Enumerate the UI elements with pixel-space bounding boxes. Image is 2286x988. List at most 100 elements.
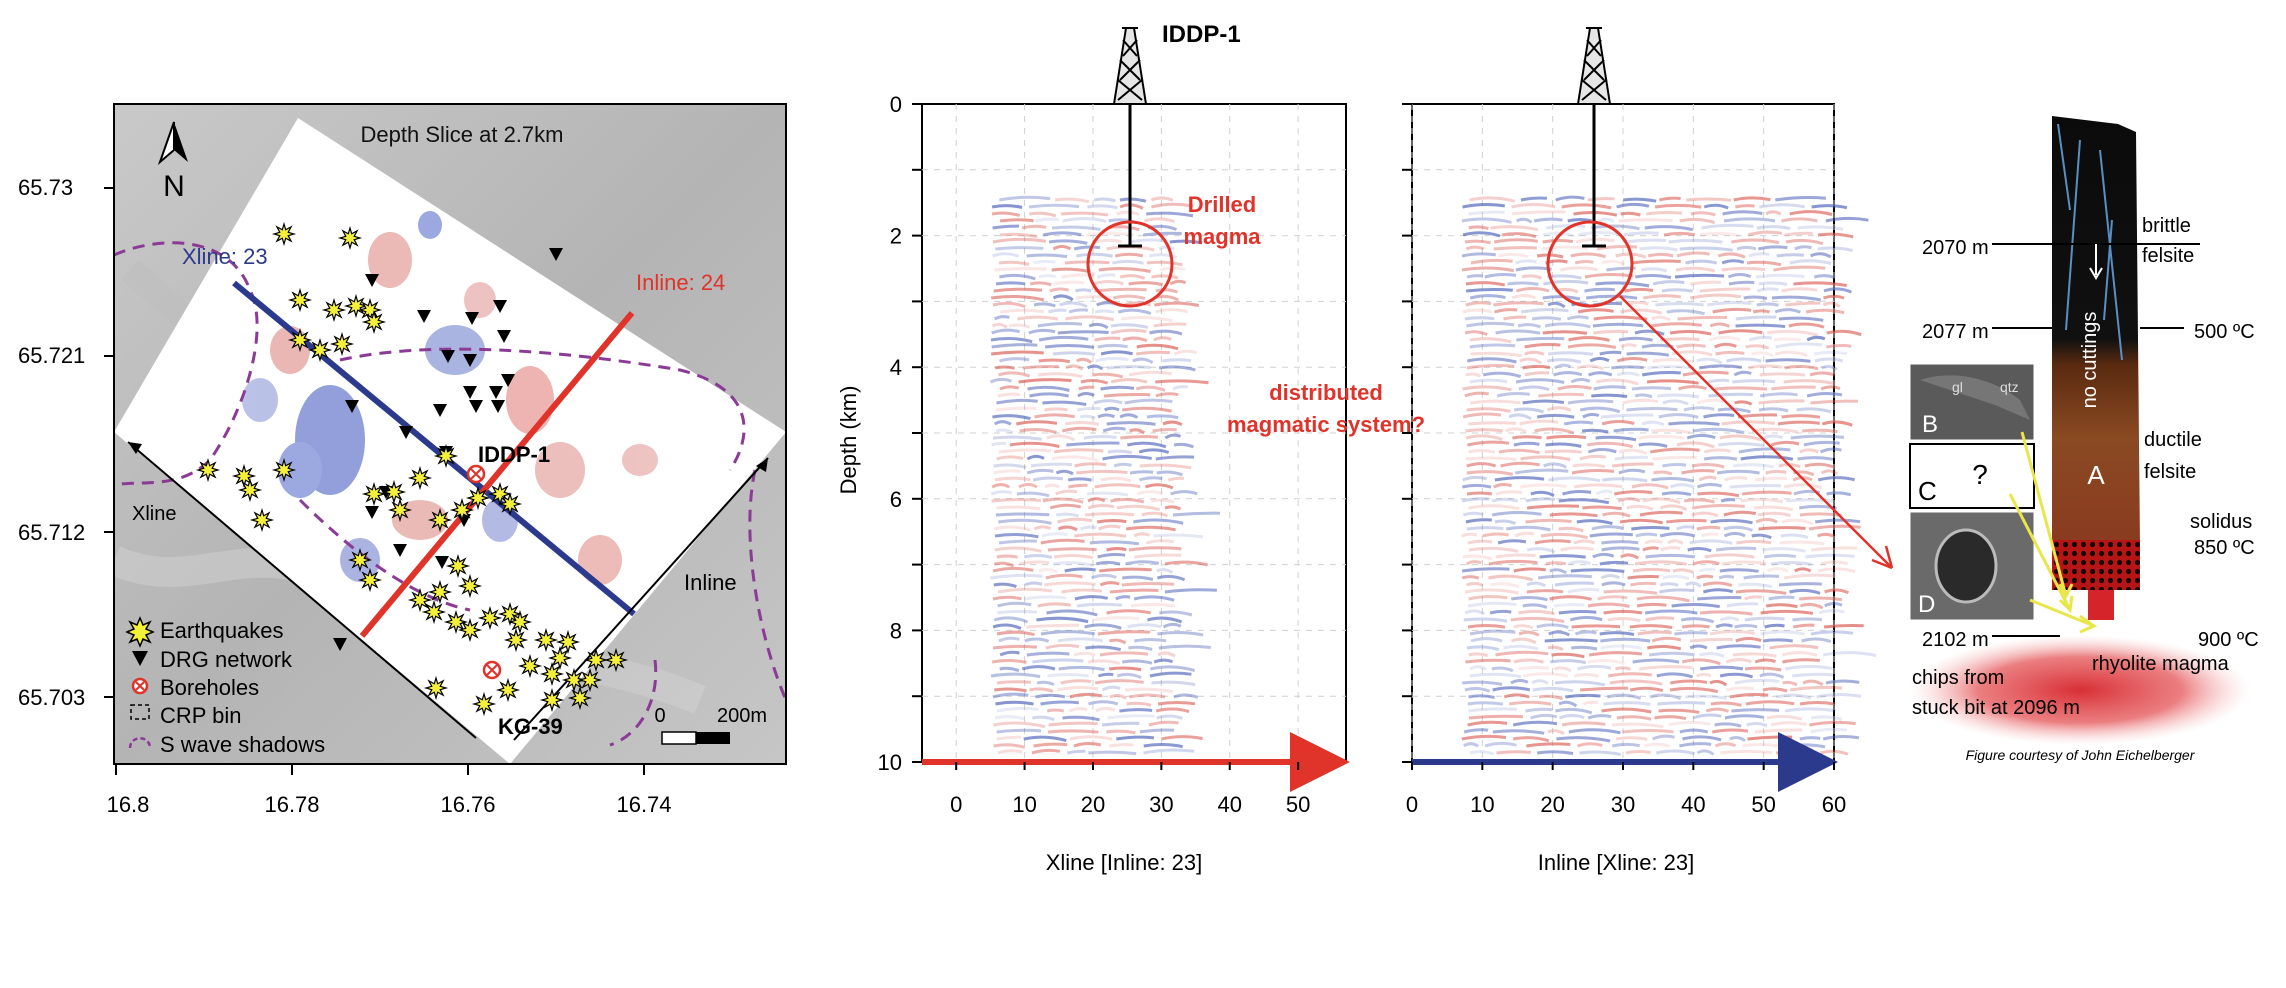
drill-rig-icon <box>1112 27 1148 105</box>
solidus-label: solidus <box>2190 511 2252 533</box>
drg-station-icon <box>399 426 413 439</box>
lat-tick: 65.712 <box>18 520 85 545</box>
earthquake-icon <box>329 331 355 357</box>
xline-label: Xline: 23 <box>182 244 268 269</box>
kg-39-label: KG-39 <box>498 714 563 739</box>
temp-500: 500 ºC <box>2194 321 2255 343</box>
inline-arrow-label: Inline <box>684 570 737 595</box>
legend-earthquake-icon <box>125 616 155 648</box>
earthquake-icon <box>249 507 275 533</box>
seismic-section-xline: IDDP-1 Drilled magma 0 2 4 6 8 10 0 10 20 30 40 50… <box>836 21 1350 875</box>
earthquake-icon <box>361 309 387 335</box>
earthquake-icon <box>427 507 453 533</box>
earthquake-icon <box>307 337 333 363</box>
legend-crp-bin: CRP bin <box>160 703 242 728</box>
drg-station-icon <box>463 354 477 367</box>
x-tick-label: 40 <box>1681 792 1705 817</box>
x-tick-label: 10 <box>1012 792 1036 817</box>
drg-station-icon <box>469 400 483 413</box>
earthquake-icon <box>237 477 263 503</box>
drg-station-icon <box>491 400 505 413</box>
depth-tick-label: 10 <box>878 750 902 775</box>
lon-tick: 16.76 <box>440 792 495 817</box>
drilled-magma-circle <box>1086 220 1174 308</box>
legend-triangle-icon <box>132 651 148 666</box>
drill-rig-icon <box>1576 27 1612 105</box>
earthquake-icon <box>433 443 459 469</box>
solidus-temp: 850 ºC <box>2194 537 2255 559</box>
borehole-iddp-1 <box>466 464 486 484</box>
drg-station-icon <box>497 330 511 343</box>
seismic-reflections <box>989 195 1221 756</box>
chips-label: chips from <box>1912 667 2004 689</box>
earthquake-icon <box>539 661 565 687</box>
north-label: N <box>163 170 185 203</box>
inline-profile-line <box>359 311 635 638</box>
earthquake-icon <box>423 675 449 701</box>
annotation-line-1: distributed <box>1269 380 1383 405</box>
earthquake-icon <box>547 645 573 671</box>
brittle-felsite-label: felsite <box>2142 245 2194 267</box>
drg-station-icon <box>365 274 379 287</box>
earthquake-icon <box>321 297 347 323</box>
depth-tick-label: 4 <box>890 355 902 380</box>
earthquake-icon <box>407 465 433 491</box>
drg-station-icon <box>465 312 479 325</box>
earthquake-icon <box>407 587 433 613</box>
x-tick-label: 10 <box>1470 792 1494 817</box>
borehole-title: IDDP-1 <box>1162 21 1241 48</box>
drilled-magma-circle <box>1546 220 1634 308</box>
earthquake-icon <box>271 221 297 247</box>
earthquake-icon <box>381 479 407 505</box>
x-tick-label: 20 <box>1540 792 1564 817</box>
drg-station-icon <box>345 400 359 413</box>
earthquake-icon <box>457 617 483 643</box>
lon-tick: 16.78 <box>264 792 319 817</box>
earthquake-icon <box>497 491 523 517</box>
drg-station-icon <box>393 544 407 557</box>
qtz-label: qtz <box>2000 379 2019 395</box>
x-tick-label: 50 <box>1286 792 1310 817</box>
earthquake-icon <box>271 457 297 483</box>
lat-tick: 65.703 <box>18 685 85 710</box>
earthquake-icon <box>471 691 497 717</box>
earthquake-icon <box>533 627 559 653</box>
annotation-line-2: magmatic system? <box>1227 412 1425 437</box>
borehole-kg-39 <box>482 660 502 680</box>
earthquake-icon <box>421 599 447 625</box>
rhyolite-magma-blob <box>1910 635 2250 745</box>
earthquake-icon <box>287 287 313 313</box>
earthquake-icon <box>361 481 387 507</box>
earthquake-icon <box>337 225 363 251</box>
borehole-log-figure: 2070 m 2077 m 2102 m brittle felsite 500… <box>1909 116 2259 763</box>
x-tick-label: 20 <box>1081 792 1105 817</box>
earthquake-icon <box>539 687 565 713</box>
legend-crp-icon <box>130 704 150 720</box>
x-tick-label: 60 <box>1822 792 1846 817</box>
no-cuttings-label: no cuttings <box>2079 312 2101 409</box>
ductile-felsite-label: felsite <box>2144 461 2196 483</box>
earthquake-markers <box>195 221 629 717</box>
drilled-label: Drilled <box>1188 192 1256 217</box>
earthquake-icon <box>561 667 587 693</box>
map-legend: Earthquakes DRG network Boreholes CRP bi… <box>125 616 325 757</box>
earthquake-icon <box>507 609 533 635</box>
earthquake-icon <box>387 497 413 523</box>
earthquake-icon <box>567 685 593 711</box>
drg-station-icon <box>463 386 477 399</box>
earthquake-icon <box>427 579 453 605</box>
legend-drg-network: DRG network <box>160 647 293 672</box>
drg-station-icon <box>501 374 515 387</box>
depth-tick-label: 8 <box>890 618 902 643</box>
fracture-lines <box>2057 123 2123 361</box>
brittle-label: brittle <box>2142 215 2191 237</box>
lat-tick: 65.721 <box>18 343 85 368</box>
temp-900: 900 ºC <box>2198 629 2259 651</box>
earthquake-icon <box>517 653 543 679</box>
legend-boreholes: Boreholes <box>160 675 259 700</box>
earthquake-icon <box>577 667 603 693</box>
scale-zero: 0 <box>654 705 665 727</box>
depth-tick-label: 0 <box>890 92 902 117</box>
xline-arrow-label: Xline <box>132 503 176 525</box>
